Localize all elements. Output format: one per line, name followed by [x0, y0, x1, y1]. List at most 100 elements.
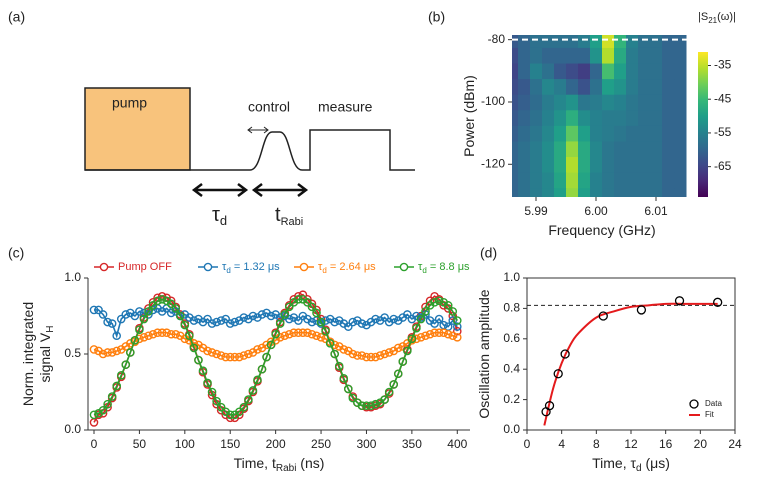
data-point: [298, 290, 308, 300]
heatmap-cell: [674, 78, 687, 95]
data-point: [166, 308, 176, 318]
heatmap-cell: [650, 187, 663, 197]
data-point: [162, 328, 171, 338]
heatmap-cell: [590, 35, 603, 48]
heatmap-cell: [518, 125, 531, 142]
data-point: [434, 314, 444, 324]
x-tick-label: 400: [447, 437, 467, 451]
x-axis-label-sub: d: [636, 463, 642, 474]
heatmap-cell: [638, 94, 651, 111]
data-point: [407, 334, 417, 344]
legend-label-text: Pump OFF: [118, 261, 172, 273]
data-point: [425, 296, 435, 306]
heatmap-cell: [590, 63, 603, 80]
heatmap-cell: [554, 187, 567, 197]
data-point: [343, 384, 353, 394]
data-point: [357, 351, 367, 360]
data-point: [284, 302, 294, 312]
heatmap-cell: [566, 156, 579, 173]
pump-label: pump: [112, 95, 147, 111]
heatmap-cell: [554, 94, 567, 111]
x-axis-label-text: Time, t: [234, 455, 276, 471]
heatmap-cell: [542, 94, 555, 111]
pulse-diagram: pump control measure τd tRabi: [84, 87, 415, 228]
heatmap-cell: [614, 78, 627, 95]
y-tick-label: 1.0: [64, 270, 81, 284]
data-point: [321, 316, 330, 325]
heatmap-cell: [542, 156, 555, 173]
heatmap-cell: [518, 63, 531, 80]
heatmap-cell: [590, 187, 603, 197]
data-point: [225, 319, 235, 328]
heatmap-cell: [590, 94, 603, 111]
heatmap-cell: [638, 140, 651, 157]
heatmap-cell: [590, 109, 603, 126]
heatmap-cell: [638, 187, 651, 197]
legend-marker: [399, 262, 409, 272]
data-point: [452, 332, 462, 342]
heatmap-cell: [614, 109, 627, 126]
data-point: [166, 329, 176, 339]
data-point: [284, 329, 294, 339]
heatmap-cell: [578, 156, 591, 173]
y-tick-label: -80: [488, 32, 506, 46]
heatmap-cell: [512, 78, 519, 95]
y-axis-label: Norm. integrated: [20, 302, 36, 406]
data-point: [126, 348, 135, 357]
heatmap-cell: [530, 125, 543, 142]
heatmap-cell: [626, 187, 639, 197]
heatmap-cell: [530, 172, 543, 189]
heatmap-cell: [626, 78, 639, 95]
heatmap-cell: [590, 78, 603, 95]
data-point: [294, 294, 303, 304]
heatmap-cell: [602, 94, 615, 111]
data-point: [89, 410, 99, 420]
heatmap-cell: [638, 35, 651, 48]
x-tick-label: 150: [220, 437, 240, 451]
heatmap-cell: [542, 140, 555, 157]
heatmap-cell: [590, 140, 603, 157]
legend-label-text: τ: [318, 261, 323, 273]
data-point: [339, 345, 349, 354]
data-point: [212, 396, 221, 406]
data-point: [430, 298, 439, 307]
data-point: [348, 317, 358, 327]
data-point: [371, 352, 380, 362]
data-point: [225, 410, 235, 420]
data-point: [257, 364, 267, 374]
data-point: [216, 402, 226, 412]
colorbar: [698, 52, 708, 197]
data-point: [303, 298, 312, 307]
panel-label: (a): [8, 9, 25, 25]
legend-marker: [299, 262, 309, 272]
heatmap-cell: [638, 156, 651, 173]
legend-label-tail: = 8.8 μs: [427, 261, 470, 273]
heatmap-cell: [638, 125, 651, 142]
heatmap-cell: [518, 94, 531, 111]
data-point: [312, 308, 321, 318]
data-point: [207, 348, 217, 357]
x-tick-label: 100: [175, 437, 195, 451]
heatmap-cell: [602, 156, 615, 173]
heatmap-cell: [542, 63, 555, 80]
data-point: [198, 366, 208, 376]
heatmap-cell: [662, 172, 675, 189]
data-point: [194, 355, 203, 365]
data-point: [253, 345, 262, 354]
heatmap-cell: [674, 35, 687, 48]
data-point: [116, 314, 126, 324]
heatmap-cell: [554, 47, 567, 64]
heatmap-cell: [554, 78, 567, 95]
y-axis-label-text: Power (dBm): [461, 75, 477, 157]
heatmap-cell: [542, 35, 555, 48]
data-point: [425, 329, 435, 339]
heatmap-cell: [542, 109, 555, 126]
tau-arrow: [191, 183, 249, 197]
y-tick-label: 0.8: [503, 301, 520, 315]
heatmap-cell: [650, 125, 663, 142]
tau-label: τd: [212, 204, 227, 228]
x-axis-label-text: Time, τ: [592, 455, 636, 471]
heatmap-cell: [530, 187, 543, 197]
data-point: [235, 352, 244, 362]
data-point: [89, 305, 99, 315]
